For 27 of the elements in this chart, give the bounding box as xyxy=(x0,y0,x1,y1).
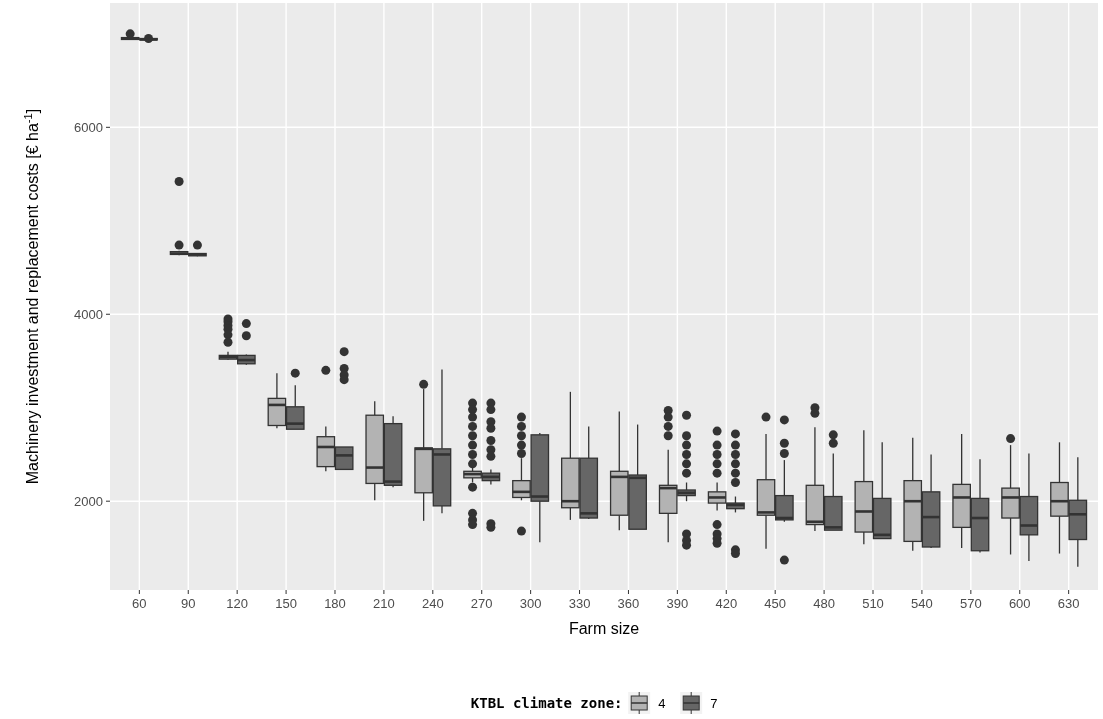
x-tick-label: 630 xyxy=(1057,596,1080,611)
x-tick-label: 240 xyxy=(421,596,444,611)
legend-label: 4 xyxy=(658,695,666,711)
x-tick-label: 150 xyxy=(275,596,297,611)
x-tick-label: 360 xyxy=(617,596,640,611)
legend-label: 7 xyxy=(710,695,718,711)
x-tick-label: 300 xyxy=(519,596,542,611)
x-tick-label: 390 xyxy=(666,596,689,611)
y-tick-label: 2000 xyxy=(74,493,103,509)
x-tick-label: 120 xyxy=(226,596,249,611)
x-tick-label: 450 xyxy=(764,596,787,611)
legend-title: KTBL climate zone: xyxy=(470,694,623,711)
x-tick-label: 210 xyxy=(373,596,395,611)
x-tick-label: 420 xyxy=(715,596,738,611)
x-tick-label: 270 xyxy=(470,596,493,611)
y-tick-label: 6000 xyxy=(74,119,103,135)
y-tick-label: 4000 xyxy=(74,306,103,322)
x-tick-label: 90 xyxy=(181,596,196,611)
x-tick-label: 330 xyxy=(568,596,591,611)
x-tick-label: 540 xyxy=(911,596,933,611)
x-tick-label: 510 xyxy=(862,596,884,611)
x-axis-title: Farm size xyxy=(568,620,640,637)
x-tick-label: 570 xyxy=(959,596,982,611)
x-tick-label: 480 xyxy=(813,596,835,611)
x-tick-label: 180 xyxy=(324,596,346,611)
x-tick-label: 60 xyxy=(132,596,147,611)
x-tick-label: 600 xyxy=(1008,596,1031,611)
